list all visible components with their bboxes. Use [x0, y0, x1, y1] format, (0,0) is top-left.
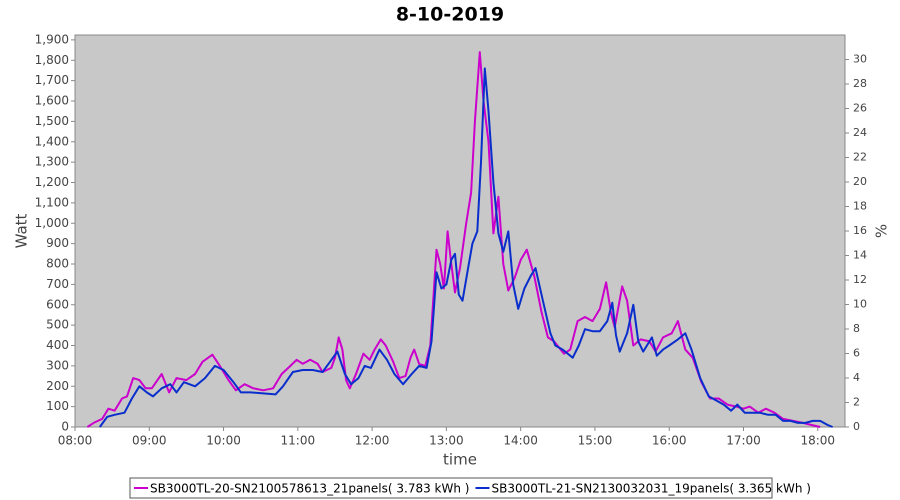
x-tick-label: 10:00 — [206, 434, 241, 448]
y2-tick-label: 6 — [853, 347, 860, 360]
y2-tick-label: 4 — [853, 371, 860, 384]
y2-tick-label: 24 — [853, 126, 867, 139]
y2-tick-label: 10 — [853, 298, 867, 311]
y2-tick-label: 8 — [853, 322, 860, 335]
x-tick-label: 15:00 — [578, 434, 613, 448]
legend — [129, 477, 773, 499]
y2-tick-label: 26 — [853, 102, 867, 115]
x-tick-label: 12:00 — [355, 434, 390, 448]
y-axis-label: Watt — [13, 213, 31, 248]
x-axis-label: time — [443, 451, 477, 469]
y2-tick-label: 12 — [853, 273, 867, 286]
legend-label: SB3000TL-21-SN2130032031_19panels( 3.365… — [491, 482, 810, 496]
y-tick-label: 1,900 — [35, 32, 69, 46]
x-tick-label: 13:00 — [429, 434, 464, 448]
y-tick-label: 1,300 — [35, 155, 69, 169]
y2-axis-label: % — [873, 224, 891, 238]
x-tick-label: 11:00 — [281, 434, 316, 448]
y-tick-label: 1,800 — [35, 53, 69, 67]
y-tick-label: 200 — [46, 379, 69, 393]
y-tick-label: 0 — [61, 420, 69, 434]
y2-tick-label: 18 — [853, 200, 867, 213]
y2-tick-label: 22 — [853, 151, 867, 164]
y-tick-label: 1,200 — [35, 175, 69, 189]
y-tick-label: 1,500 — [35, 114, 69, 128]
y2-tick-label: 0 — [853, 420, 860, 433]
plot-area — [74, 34, 846, 428]
y-tick-label: 100 — [46, 399, 69, 413]
x-tick-label: 17:00 — [726, 434, 761, 448]
y-tick-label: 1,700 — [35, 73, 69, 87]
legend-label: SB3000TL-20-SN2100578613_21panels( 3.783… — [150, 482, 469, 496]
x-tick-label: 18:00 — [800, 434, 835, 448]
y2-tick-label: 16 — [853, 224, 867, 237]
y-tick-label: 1,600 — [35, 94, 69, 108]
x-tick-label: 09:00 — [132, 434, 167, 448]
x-tick-label: 16:00 — [652, 434, 687, 448]
y-tick-label: 300 — [46, 358, 69, 372]
y2-tick-label: 14 — [853, 249, 867, 262]
y-tick-label: 800 — [46, 257, 69, 271]
y2-tick-label: 2 — [853, 396, 860, 409]
x-tick-label: 14:00 — [503, 434, 538, 448]
y2-tick-label: 20 — [853, 175, 867, 188]
y-tick-label: 1,100 — [35, 195, 69, 209]
chart-title: 8-10-2019 — [396, 4, 504, 26]
series-line — [98, 67, 833, 428]
y-tick-label: 900 — [46, 236, 69, 250]
y-tick-label: 1,400 — [35, 134, 69, 148]
y-tick-label: 400 — [46, 338, 69, 352]
y-tick-label: 1,000 — [35, 216, 69, 230]
x-tick-label: 08:00 — [58, 434, 93, 448]
y2-tick-label: 28 — [853, 77, 867, 90]
y-tick-label: 700 — [46, 277, 69, 291]
y-tick-label: 600 — [46, 297, 69, 311]
y-tick-label: 500 — [46, 318, 69, 332]
y2-tick-label: 30 — [853, 53, 867, 66]
